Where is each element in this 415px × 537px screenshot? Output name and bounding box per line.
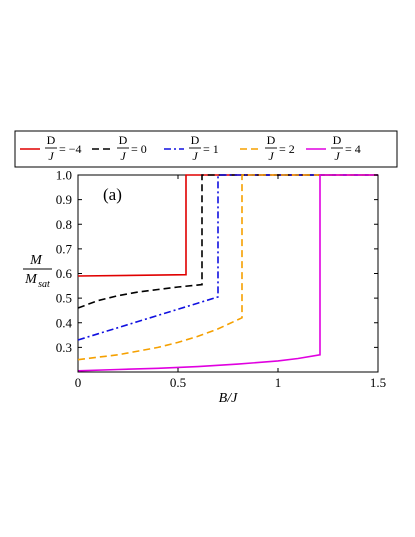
y-tick-label: 0.3 — [56, 340, 72, 355]
series-line-2 — [77, 174, 378, 309]
svg-text:B/J: B/J — [219, 391, 238, 406]
legend-fraction-denominator: J — [120, 149, 126, 163]
legend-label: = −4 — [59, 142, 82, 156]
x-tick-label: 0 — [75, 375, 82, 390]
legend-label: = 0 — [131, 142, 147, 156]
x-axis-label: B/J — [219, 391, 238, 406]
x-tick-label: 1 — [275, 375, 282, 390]
legend-fraction-denominator: J — [192, 149, 198, 163]
legend: DJ = −4DJ = 0DJ = 1DJ = 2DJ = 4 — [14, 130, 398, 168]
legend-label: = 2 — [279, 142, 295, 156]
x-tick-label: 1.5 — [370, 375, 386, 390]
legend-box — [14, 130, 398, 168]
y-tick-label: 0.4 — [56, 315, 73, 330]
series-line-4 — [77, 174, 378, 361]
legend-fraction-denominator: J — [48, 149, 54, 163]
legend-item-5: DJ = 4 — [306, 133, 361, 163]
y-tick-label: 0.6 — [56, 266, 73, 281]
y-tick-label: 0.7 — [56, 241, 73, 256]
legend-fraction-numerator: D — [47, 133, 56, 147]
legend-fraction-numerator: D — [267, 133, 276, 147]
legend-label: = 1 — [203, 142, 219, 156]
legend-fraction-numerator: D — [191, 133, 200, 147]
y-tick-label: 0.8 — [56, 217, 72, 232]
legend-item-4: DJ = 2 — [240, 133, 295, 163]
series-line-3 — [77, 174, 378, 341]
series-line-1 — [77, 174, 378, 277]
y-tick-label: 1.0 — [56, 168, 72, 183]
legend-item-3: DJ = 1 — [164, 133, 219, 163]
legend-label: = 4 — [345, 142, 361, 156]
legend-fraction-denominator: J — [334, 149, 340, 163]
y-label-denominator: M — [24, 272, 38, 287]
legend-fraction-numerator: D — [333, 133, 342, 147]
series-line-5 — [77, 174, 378, 372]
x-tick-label: 0.5 — [170, 375, 186, 390]
y-axis-label: M M sat — [23, 253, 52, 290]
y-label-numerator: M — [29, 253, 43, 268]
y-tick-label: 0.5 — [56, 291, 72, 306]
legend-fraction-numerator: D — [119, 133, 128, 147]
legend-item-2: DJ = 0 — [92, 133, 147, 163]
legend-fraction-denominator: J — [268, 149, 274, 163]
y-tick-label: 0.9 — [56, 192, 72, 207]
plot-frame — [77, 174, 379, 373]
y-label-denominator-subscript: sat — [38, 279, 50, 290]
plot-area: 0 0.5 1 1.5 0.3 0.4 0.5 0.6 0.7 0.8 0.9 1.0 (a) — [56, 168, 386, 391]
legend-item-1: DJ = −4 — [20, 133, 82, 163]
panel-label: (a) — [103, 185, 122, 204]
